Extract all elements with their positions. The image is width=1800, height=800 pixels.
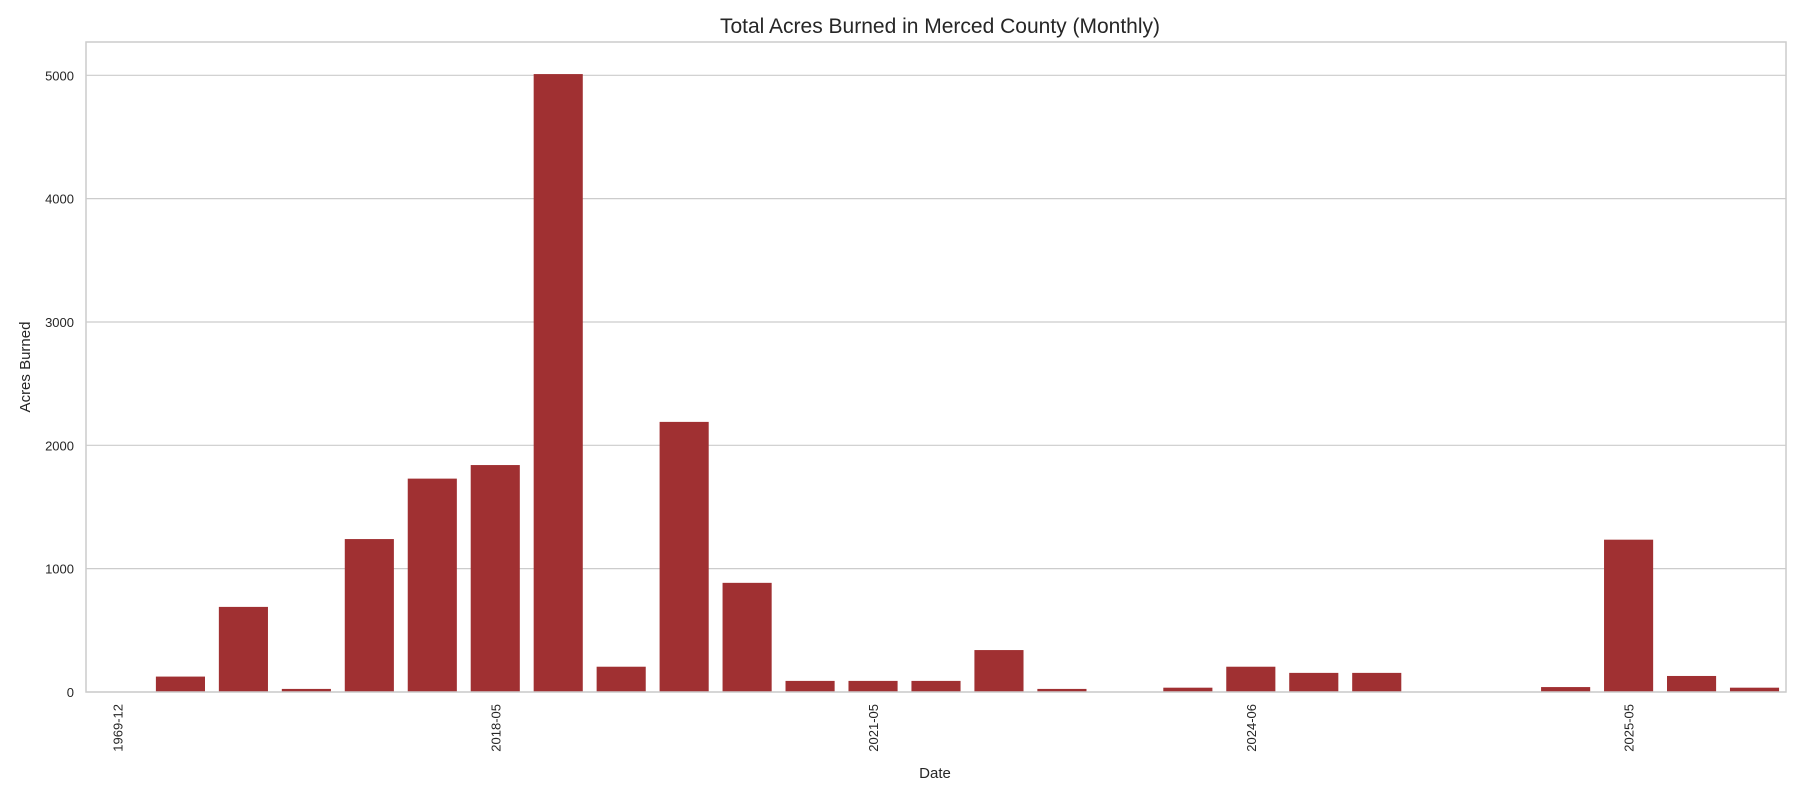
bar (281, 688, 331, 692)
x-axis-label: Date (919, 765, 951, 782)
x-axis-ticks: 1969-12 2018-05 2021-05 2024-06 2025-05 (110, 704, 1636, 752)
x-tick-label: 2025-05 (1622, 704, 1637, 752)
y-tick-label: 4000 (45, 192, 74, 207)
plot-frame (85, 41, 1787, 693)
bar (848, 680, 898, 692)
bar (1037, 688, 1087, 692)
grid-lines (86, 74, 1786, 693)
bar (1604, 539, 1654, 692)
bar (218, 606, 268, 692)
y-tick-label: 5000 (45, 68, 74, 83)
bar (155, 676, 205, 692)
bar (722, 582, 772, 692)
y-axis-label: Acres Burned (17, 322, 34, 413)
bar (1541, 687, 1591, 692)
bar (659, 421, 709, 692)
y-tick-label: 2000 (45, 438, 74, 453)
x-tick-label: 2021-05 (866, 704, 881, 752)
bar (533, 74, 583, 693)
bar (974, 650, 1024, 692)
bar (911, 680, 961, 692)
bar (1226, 666, 1276, 692)
chart-title: Total Acres Burned in Merced County (Mon… (720, 15, 1160, 38)
x-tick-label: 2024-06 (1244, 704, 1259, 752)
bar (785, 680, 835, 692)
bar (1289, 672, 1339, 692)
bar (1729, 687, 1780, 692)
y-tick-label: 0 (67, 685, 74, 700)
y-tick-label: 3000 (45, 315, 74, 330)
bar (1163, 687, 1213, 692)
y-tick-label: 1000 (45, 562, 74, 577)
bar (407, 478, 457, 692)
x-tick-label: 1969-12 (110, 704, 125, 752)
bar (344, 539, 394, 692)
bar (1352, 672, 1402, 692)
bar (1667, 675, 1717, 692)
bar (470, 465, 520, 692)
x-tick-label: 2018-05 (488, 704, 503, 752)
bar (596, 666, 646, 692)
y-axis-ticks: 0 1000 2000 3000 4000 5000 (45, 68, 74, 700)
bars (155, 74, 1780, 693)
